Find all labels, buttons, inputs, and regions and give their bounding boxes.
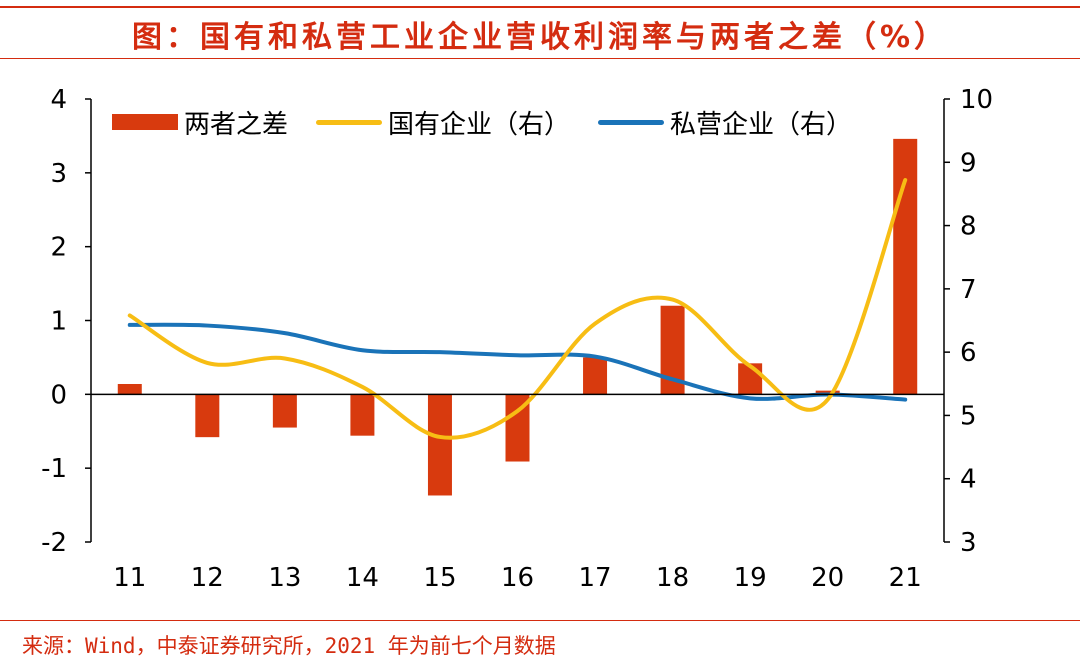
line-private [127,322,908,402]
x-tick-label-14: 14 [346,563,379,593]
x-tick-label-16: 16 [501,563,534,593]
left-tick-label-3: 3 [50,159,67,189]
right-tick-label-9: 9 [960,148,977,178]
right-tick-label-10: 10 [960,85,993,115]
left-tick-label-1: 1 [50,307,67,337]
bar-diff-17 [583,357,608,395]
x-tick-label-13: 13 [268,563,301,593]
bar-diff-14 [350,394,375,436]
title-rule [0,58,1080,59]
left-tick-label--2: -2 [41,528,67,558]
right-tick-label-7: 7 [960,275,977,305]
x-tick-label-19: 19 [734,563,767,593]
chart-title: 图：国有和私营工业企业营收利润率与两者之差（%） [131,20,949,55]
x-tick-label-12: 12 [191,563,224,593]
top-rule [0,6,1080,8]
bar-diff-11 [117,383,142,395]
x-tick-label-17: 17 [578,563,611,593]
bar-diff-12 [195,394,220,438]
x-tick-label-21: 21 [889,563,922,593]
legend-swatch-private [598,119,665,125]
bar-diff-19 [738,363,763,395]
legend-swatch-diff [112,114,178,130]
right-tick-label-3: 3 [960,528,977,558]
x-tick-label-11: 11 [113,563,146,593]
x-tick-label-15: 15 [423,563,456,593]
bar-diff-15 [427,394,452,496]
legend: 两者之差 国有企业（右） 私营企业（右） [112,104,880,140]
bottom-rule [0,620,1080,621]
x-tick-label-20: 20 [811,563,844,593]
left-tick-label--1: -1 [41,454,67,484]
bar-diff-20 [815,390,840,395]
bar-diff-21 [893,138,918,395]
legend-label-state: 国有企业（右） [388,109,571,140]
legend-item-private: 私营企业（右） [598,104,852,141]
x-tick-label-18: 18 [656,563,689,593]
right-tick-label-8: 8 [960,212,977,242]
bar-diff-13 [272,394,297,428]
legend-swatch-state [316,119,383,125]
line-state [127,178,908,440]
legend-label-private: 私营企业（右） [670,109,853,140]
left-tick-label-2: 2 [50,233,67,263]
legend-label-diff: 两者之差 [184,109,289,140]
legend-item-diff: 两者之差 [112,104,288,141]
left-tick-label-4: 4 [50,85,67,115]
right-tick-label-4: 4 [960,465,977,495]
source-note: 来源：Wind，中泰证券研究所，2021 年为前七个月数据 [22,634,556,658]
right-tick-label-5: 5 [960,401,977,431]
left-tick-label-0: 0 [50,380,67,410]
right-tick-label-6: 6 [960,338,977,368]
legend-item-state: 国有企业（右） [316,104,570,141]
